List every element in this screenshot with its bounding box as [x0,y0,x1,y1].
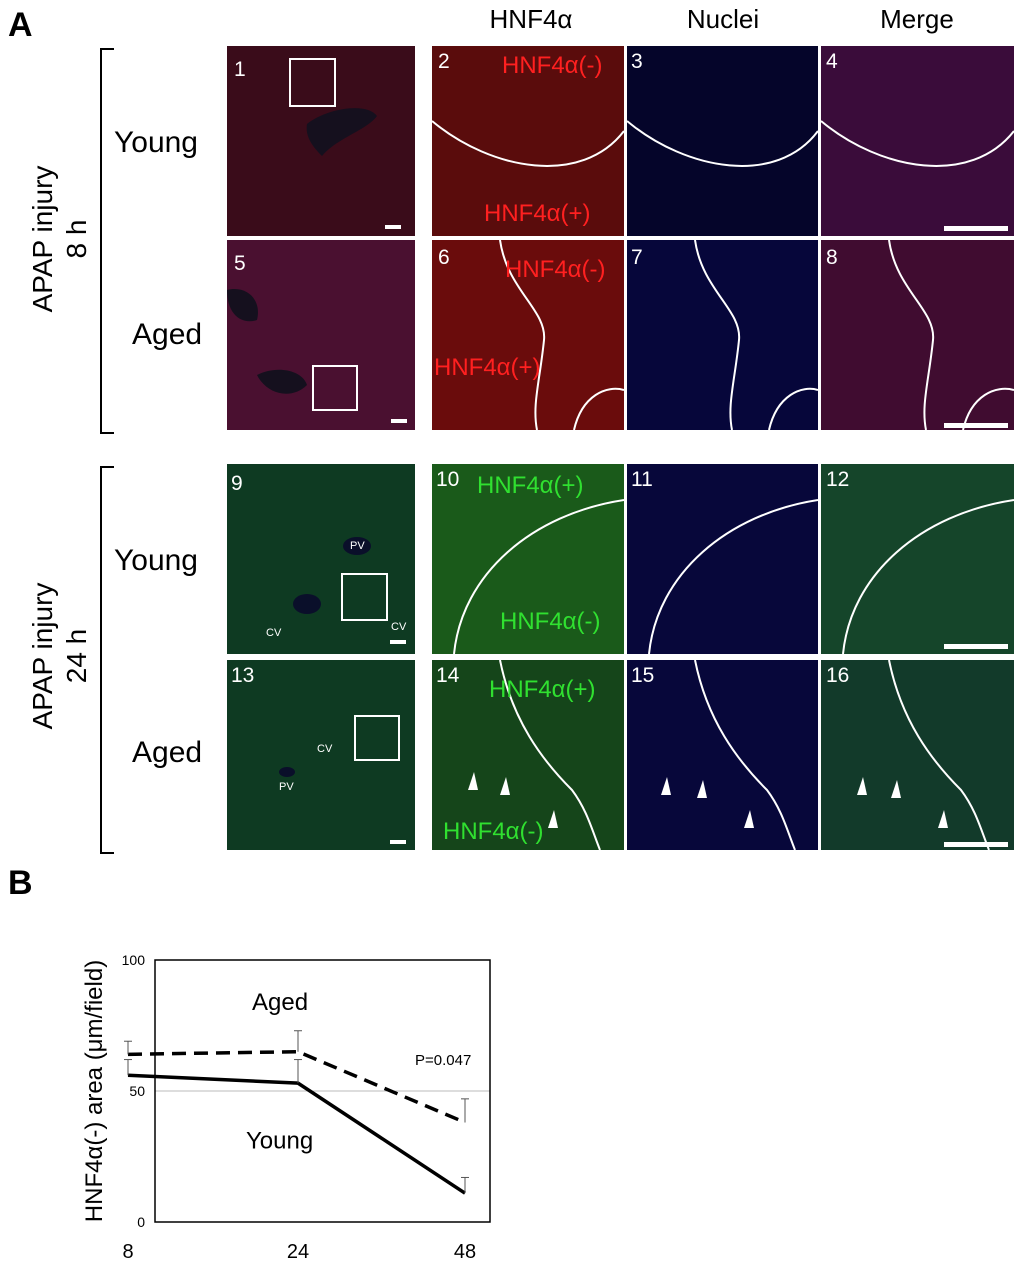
group-label-8h-line1: APAP injury [27,165,58,313]
column-header-nuclei: Nuclei [686,4,760,34]
tile-10-label-negative: HNF4α(-) [500,608,601,635]
tile-number-13: 13 [231,664,255,687]
micrograph-tile-2 [432,46,624,236]
tile-number-4: 4 [826,50,838,73]
vessel-label-cv-tile13: CV [317,743,333,755]
group-label-24h-line1: APAP injury [27,582,58,730]
tile-14-label-positive: HNF4α(+) [489,676,596,703]
tile-number-3: 3 [631,50,643,73]
tile-number-11: 11 [631,468,653,491]
tile-number-2: 2 [438,50,450,73]
row-label-aged-8h: Aged [132,318,203,351]
micrograph-tile-9 [227,464,415,654]
group-label-8h-line2: 8 h [61,219,92,259]
micrograph-tile-12 [821,464,1014,654]
micrograph-tile-8 [821,240,1014,430]
tile-number-10: 10 [436,468,460,491]
row-label-aged-24h: Aged [132,736,203,769]
micrograph-tile-14 [432,660,624,850]
row-label-young-8h: Young [114,126,198,159]
tile-number-6: 6 [438,246,450,269]
tile-number-1: 1 [234,58,246,81]
y-tick-label: 100 [122,952,146,968]
micrograph-tile-3 [627,46,818,236]
row-label-young-24h: Young [114,544,198,577]
tile-number-5: 5 [234,252,246,275]
group-bracket-8h [100,48,114,434]
tile-2-label-negative: HNF4α(-) [502,52,603,79]
plot-frame [154,959,491,1223]
vessel-label-pv-tile9: PV [350,540,365,552]
panel-a-letter: A [8,6,33,44]
tile-14-label-negative: HNF4α(-) [443,818,544,845]
micrograph-tile-13 [227,660,415,850]
micrograph-tile-11 [627,464,818,654]
vessel-label-pv-tile13: PV [279,781,294,793]
micrograph-tile-10 [432,464,624,654]
series-label-aged: Aged [252,989,308,1016]
y-axis-label: HNF4α(-) area (μm/field) [81,960,108,1222]
micrograph-tile-1 [227,46,415,236]
tile-number-15: 15 [631,664,655,687]
group-label-24h-line2: 24 h [61,628,92,684]
x-tick-label: 48 [454,1241,476,1263]
vessel-label-cv-tile9-left: CV [266,627,282,639]
group-bracket-24h [100,466,114,854]
micrograph-tile-5 [227,240,415,430]
tile-number-12: 12 [826,468,850,491]
x-tick-label: 8 [122,1241,133,1263]
panel-b-letter: B [8,864,33,902]
y-tick-label: 50 [129,1083,145,1099]
y-tick-label: 0 [137,1214,145,1230]
micrograph-tile-7 [627,240,818,430]
line-chart: 0 50 100 8 24 48 HNF4α(-) area (μm/field) P=… [81,952,491,1263]
group-label-24h: APAP injury 24 h [26,536,94,776]
micrograph-tile-15 [627,660,818,850]
tile-6-label-negative: HNF4α(-) [505,256,606,283]
micrograph-tile-4 [821,46,1014,236]
column-header-hnf4a: HNF4α [489,4,573,34]
tile-2-label-positive: HNF4α(+) [484,200,591,227]
tile-number-8: 8 [826,246,838,269]
series-line-aged [127,1049,466,1125]
tile-number-14: 14 [436,664,460,687]
p-value-annotation: P=0.047 [415,1052,471,1069]
tile-10-label-positive: HNF4α(+) [477,472,584,499]
tile-6-label-positive: HNF4α(+) [434,354,541,381]
micrograph-tile-16 [821,660,1014,850]
tile-number-7: 7 [631,246,643,269]
series-line-young [127,1073,466,1195]
series-label-young: Young [246,1128,313,1155]
tile-number-9: 9 [231,472,243,495]
group-label-8h: APAP injury 8 h [26,119,94,359]
tile-number-16: 16 [826,664,850,687]
vessel-label-cv-tile9-right: CV [391,621,407,633]
column-header-merge: Merge [880,4,954,34]
micrograph-tile-6 [432,240,624,430]
x-tick-label: 24 [287,1241,309,1263]
